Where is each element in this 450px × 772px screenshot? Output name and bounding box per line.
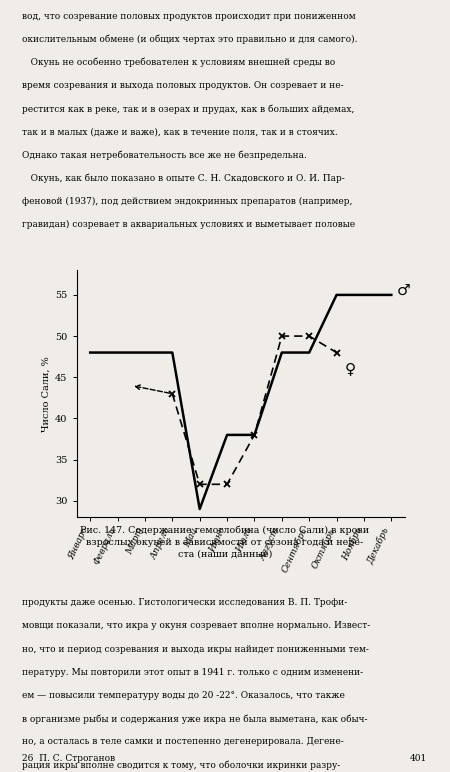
Text: окислительным обмене (и общих чертах это правильно и для самого).: окислительным обмене (и общих чертах это… bbox=[22, 35, 358, 44]
Y-axis label: Число Сали, %: Число Сали, % bbox=[42, 356, 51, 432]
Text: Окунь, как было показано в опыте С. Н. Скадовского и О. И. Пар-: Окунь, как было показано в опыте С. Н. С… bbox=[22, 174, 345, 183]
Text: в организме рыбы и содержания уже икра не была выметана, как обыч-: в организме рыбы и содержания уже икра н… bbox=[22, 714, 368, 723]
Text: Окунь не особенно требователен к условиям внешней среды во: Окунь не особенно требователен к условия… bbox=[22, 58, 336, 67]
Text: 401: 401 bbox=[410, 753, 428, 763]
Text: так и в малых (даже и важе), как в течение поля, так и в стоячих.: так и в малых (даже и важе), как в течен… bbox=[22, 127, 338, 137]
Text: время созревания и выхода половых продуктов. Он созревает и не-: время созревания и выхода половых продук… bbox=[22, 81, 344, 90]
Text: но, что и период созревания и выхода икры найидет пониженными тем-: но, что и период созревания и выхода икр… bbox=[22, 645, 369, 654]
Text: рация икры вполне сводится к тому, что оболочки икринки разру-: рация икры вполне сводится к тому, что о… bbox=[22, 760, 341, 770]
Text: ♂: ♂ bbox=[397, 283, 410, 298]
Text: продукты даже осенью. Гистологически исследования В. П. Трофи-: продукты даже осенью. Гистологически исс… bbox=[22, 598, 348, 608]
Text: мовщи показали, что икра у окуня созревает вполне нормально. Извест-: мовщи показали, что икра у окуня созрева… bbox=[22, 621, 371, 631]
Text: Однако такая нетребовательность все же не безпредельна.: Однако такая нетребовательность все же н… bbox=[22, 151, 307, 160]
Text: ♀: ♀ bbox=[345, 361, 356, 377]
Text: 26  П. С. Строганов: 26 П. С. Строганов bbox=[22, 753, 116, 763]
Text: гравидан) созревает в аквариальных условиях и выметывает половые: гравидан) созревает в аквариальных услов… bbox=[22, 220, 356, 229]
Text: ем — повысили температуру воды до 20 -22°. Оказалось, что также: ем — повысили температуру воды до 20 -22… bbox=[22, 691, 346, 700]
Text: вод, что созревание половых продуктов происходит при пониженном: вод, что созревание половых продуктов пр… bbox=[22, 12, 356, 21]
Text: Рис. 147. Содержание гемоглобина (число Сали) в крови
взрослых окуней в зависимо: Рис. 147. Содержание гемоглобина (число … bbox=[81, 526, 369, 559]
Text: но, а осталась в теле самки и постепенно дегенерировала. Дегене-: но, а осталась в теле самки и постепенно… bbox=[22, 737, 344, 747]
Text: пературу. Мы повторили этот опыт в 1941 г. только с одним изменени-: пературу. Мы повторили этот опыт в 1941 … bbox=[22, 668, 364, 677]
Text: рестится как в реке, так и в озерах и прудах, как в больших айдемах,: рестится как в реке, так и в озерах и пр… bbox=[22, 104, 355, 113]
Text: феновой (1937), под действием эндокринных препаратов (например,: феновой (1937), под действием эндокринны… bbox=[22, 197, 353, 206]
